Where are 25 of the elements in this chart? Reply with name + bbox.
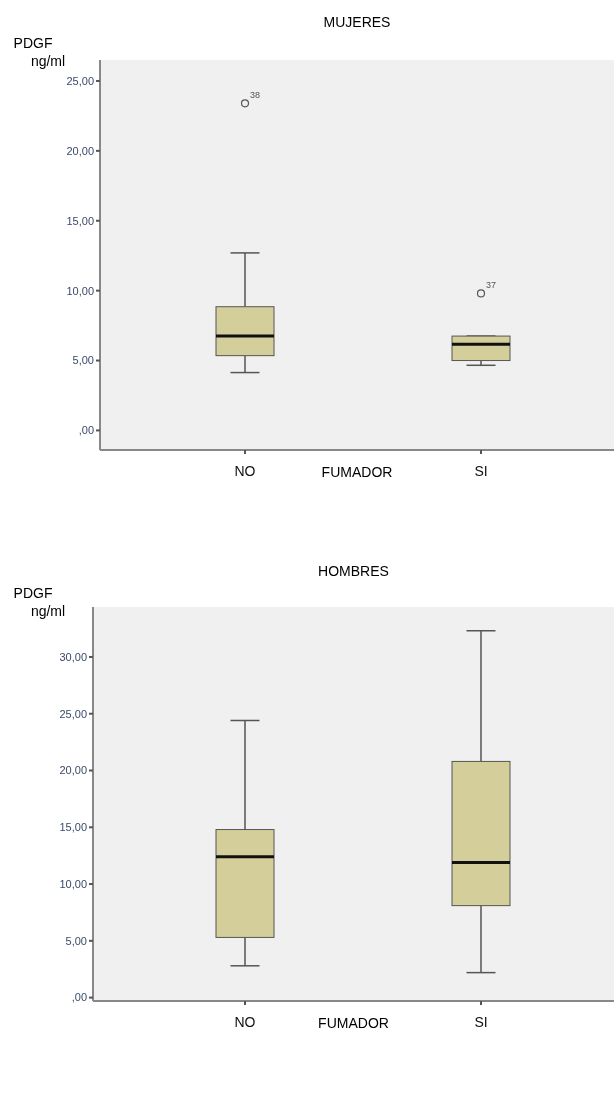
y-axis-title: PDGF ng/ml — [12, 584, 67, 620]
y-tick-label: 10,00 — [59, 877, 87, 890]
x-tick-label: SI — [474, 462, 488, 479]
chart-title: HOMBRES — [317, 563, 390, 579]
y-tick-label: 25,00 — [66, 74, 94, 87]
x-tick-label: SI — [474, 1013, 488, 1030]
x-axis-title: FUMADOR — [321, 464, 393, 480]
y-tick-label: 5,00 — [65, 934, 87, 947]
y-tick-label: ,00 — [78, 424, 94, 437]
y-tick-label: 5,00 — [72, 354, 94, 367]
annotation: 38 — [250, 90, 261, 101]
y-tick-label: 15,00 — [59, 821, 87, 834]
chart-title: MUJERES — [322, 14, 392, 30]
y-tick-label: 20,00 — [66, 144, 94, 157]
x-axis-title: FUMADOR — [318, 1015, 389, 1031]
y-tick-label: 20,00 — [59, 764, 87, 777]
x-tick-label: NO — [234, 462, 256, 479]
y-tick-label: ,00 — [71, 991, 87, 1004]
y-tick-label: 30,00 — [59, 650, 87, 663]
y-tick-label: 10,00 — [66, 284, 94, 297]
y-axis-title: PDGF ng/ml — [12, 34, 67, 70]
y-tick-label: 15,00 — [66, 214, 94, 227]
y-tick-label: 25,00 — [59, 707, 87, 720]
x-tick-label: NO — [234, 1013, 256, 1030]
annotation: 37 — [486, 280, 497, 291]
